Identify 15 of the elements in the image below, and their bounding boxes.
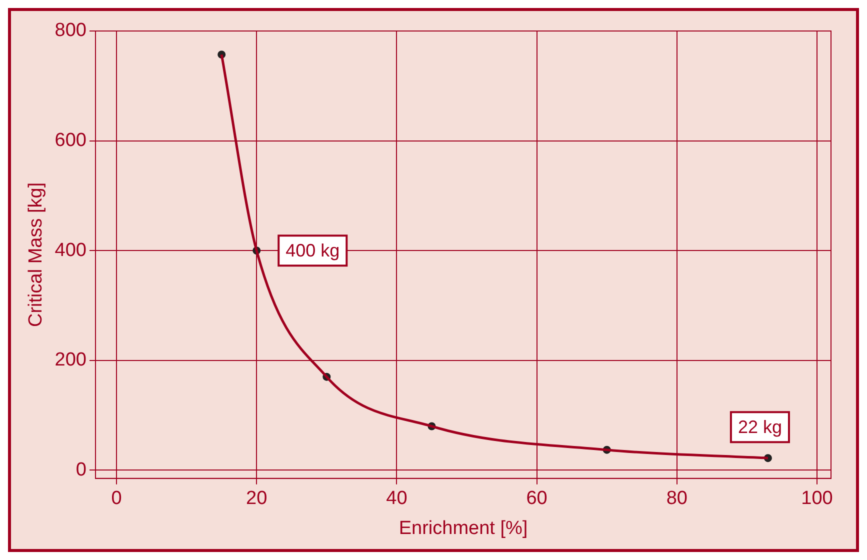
annotation: 400 kg (286, 240, 340, 261)
x-tick-label: 100 (801, 488, 833, 510)
x-tick-label: 0 (111, 488, 122, 510)
x-axis-title: Enrichment [%] (398, 518, 528, 539)
y-tick-label: 400 (54, 240, 86, 261)
y-axis-title: Critical Mass [kg] (26, 182, 47, 328)
annotation: 22 kg (738, 417, 782, 438)
x-tick-label: 60 (526, 488, 548, 510)
x-tick-label: 20 (246, 488, 268, 510)
x-tick-label: 40 (386, 488, 408, 510)
x-tick-label: 80 (666, 488, 688, 510)
y-tick-label: 600 (54, 130, 86, 152)
y-tick-label: 200 (54, 350, 86, 371)
y-tick-label: 0 (76, 459, 86, 480)
y-tick-label: 800 (54, 20, 86, 42)
